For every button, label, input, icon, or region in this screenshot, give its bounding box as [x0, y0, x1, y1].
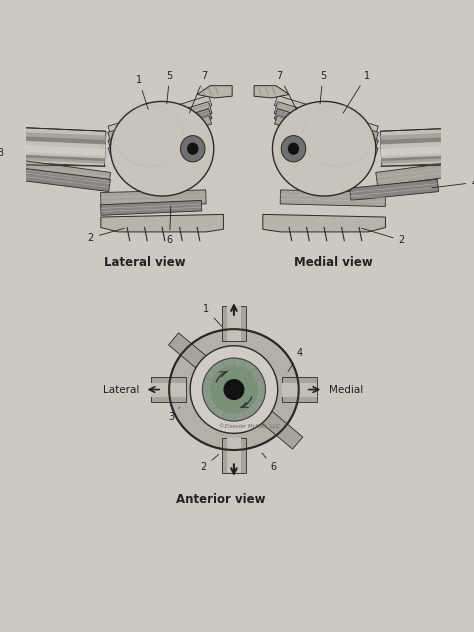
Polygon shape: [100, 190, 206, 207]
Polygon shape: [255, 406, 303, 449]
Text: 2: 2: [88, 228, 124, 243]
Text: 7: 7: [190, 71, 208, 113]
Text: 2: 2: [362, 228, 405, 245]
Text: Lateral view: Lateral view: [104, 256, 185, 269]
Text: 5: 5: [166, 71, 173, 104]
Text: Medial view: Medial view: [293, 256, 372, 269]
Polygon shape: [282, 377, 317, 402]
Text: 4: 4: [432, 178, 474, 188]
Ellipse shape: [190, 346, 278, 434]
Polygon shape: [381, 131, 474, 164]
Text: 1: 1: [136, 75, 148, 109]
Polygon shape: [12, 159, 110, 186]
Polygon shape: [151, 377, 186, 402]
Polygon shape: [4, 131, 106, 164]
Polygon shape: [274, 95, 378, 137]
Polygon shape: [108, 102, 212, 144]
Text: 3: 3: [168, 408, 180, 422]
Polygon shape: [381, 136, 474, 161]
Polygon shape: [222, 438, 246, 473]
Polygon shape: [350, 179, 438, 200]
Polygon shape: [380, 127, 474, 166]
Ellipse shape: [210, 365, 258, 414]
Polygon shape: [4, 144, 105, 155]
Polygon shape: [227, 438, 241, 473]
Polygon shape: [151, 382, 186, 396]
Text: Lateral: Lateral: [103, 384, 139, 394]
Polygon shape: [108, 109, 212, 150]
Text: ©Elsevier McNeil, LLC: ©Elsevier McNeil, LLC: [219, 423, 280, 429]
Text: Medial: Medial: [328, 384, 363, 394]
Polygon shape: [108, 116, 211, 156]
Polygon shape: [101, 214, 223, 232]
Ellipse shape: [281, 136, 306, 162]
Polygon shape: [381, 140, 474, 159]
Text: 6: 6: [262, 453, 277, 472]
Polygon shape: [381, 144, 474, 155]
Polygon shape: [280, 190, 386, 207]
Ellipse shape: [181, 136, 205, 162]
Polygon shape: [254, 86, 289, 98]
Polygon shape: [168, 333, 212, 373]
Polygon shape: [222, 307, 246, 341]
Text: 1: 1: [203, 305, 221, 326]
Text: 2: 2: [201, 454, 219, 472]
Polygon shape: [274, 109, 378, 150]
Polygon shape: [4, 140, 106, 159]
Polygon shape: [197, 86, 232, 98]
Ellipse shape: [223, 379, 245, 400]
Text: 4: 4: [288, 348, 303, 372]
Ellipse shape: [202, 358, 265, 421]
Polygon shape: [100, 200, 202, 216]
Polygon shape: [263, 214, 385, 232]
Text: 6: 6: [166, 206, 173, 245]
Ellipse shape: [288, 143, 299, 155]
Text: 1: 1: [343, 71, 370, 113]
Polygon shape: [108, 95, 212, 137]
Polygon shape: [4, 136, 106, 161]
Text: 8: 8: [0, 631, 1, 632]
Ellipse shape: [187, 143, 199, 155]
Polygon shape: [282, 382, 317, 396]
Polygon shape: [12, 167, 110, 191]
Text: Anterior view: Anterior view: [176, 492, 265, 506]
Text: 3: 3: [0, 148, 3, 158]
Polygon shape: [274, 102, 378, 144]
Text: 5: 5: [320, 71, 326, 104]
Ellipse shape: [273, 101, 376, 196]
Polygon shape: [4, 127, 106, 166]
Ellipse shape: [169, 329, 299, 450]
Polygon shape: [274, 116, 378, 156]
Polygon shape: [376, 159, 474, 186]
Text: 7: 7: [276, 71, 297, 109]
Ellipse shape: [110, 101, 214, 196]
Text: 8: 8: [0, 631, 1, 632]
Polygon shape: [227, 307, 241, 341]
